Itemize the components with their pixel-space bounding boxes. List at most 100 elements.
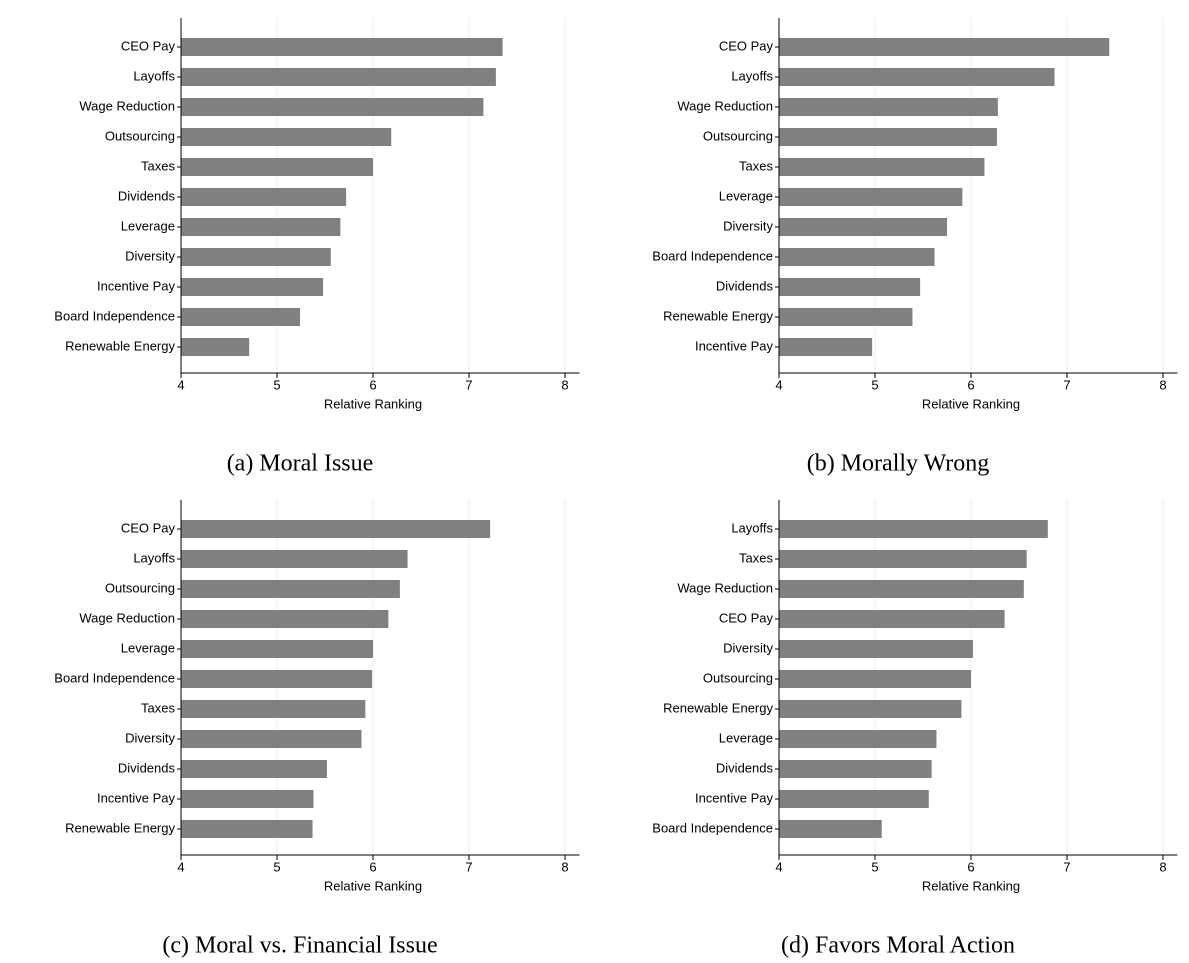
bar	[779, 760, 932, 778]
y-tick-label: Incentive Pay	[97, 278, 176, 293]
bar	[779, 550, 1027, 568]
y-tick-label: Leverage	[719, 188, 773, 203]
y-tick-label: Outsourcing	[105, 580, 175, 595]
bar	[779, 520, 1048, 538]
x-axis-label: Relative Ranking	[922, 396, 1020, 411]
y-tick-label: Taxes	[739, 550, 773, 565]
y-tick-label: Incentive Pay	[97, 790, 176, 805]
bar	[779, 670, 971, 688]
y-tick-label: Taxes	[141, 700, 175, 715]
x-tick-label: 7	[465, 377, 472, 392]
y-tick-label: Renewable Energy	[663, 700, 773, 715]
bar	[779, 790, 929, 808]
bar	[779, 610, 1005, 628]
x-tick-label: 4	[177, 859, 184, 874]
y-tick-label: Layoffs	[731, 520, 773, 535]
bar	[181, 98, 484, 116]
bar	[181, 700, 366, 718]
x-tick-label: 8	[561, 377, 568, 392]
y-tick-label: Board Independence	[54, 308, 175, 323]
chart-title: (c) Moral vs. Financial Issue	[162, 933, 437, 959]
y-tick-label: Layoffs	[133, 550, 175, 565]
x-tick-label: 8	[1159, 859, 1166, 874]
bar	[779, 640, 973, 658]
y-tick-label: Outsourcing	[703, 128, 773, 143]
bar	[779, 700, 962, 718]
bar	[181, 308, 301, 326]
y-tick-label: Leverage	[719, 730, 773, 745]
bar	[181, 158, 373, 176]
chart-title: (a) Moral Issue	[227, 451, 374, 477]
bar	[181, 218, 341, 236]
x-tick-label: 4	[177, 377, 184, 392]
y-tick-label: CEO Pay	[719, 610, 774, 625]
y-tick-label: Dividends	[118, 188, 176, 203]
bar	[181, 338, 250, 356]
y-tick-label: Dividends	[716, 760, 774, 775]
y-tick-label: Leverage	[121, 640, 175, 655]
y-tick-label: Layoffs	[731, 68, 773, 83]
x-tick-label: 8	[1159, 377, 1166, 392]
y-tick-label: Taxes	[141, 158, 175, 173]
bar	[779, 338, 873, 356]
x-tick-label: 4	[775, 377, 782, 392]
bar	[181, 38, 503, 56]
y-tick-label: Board Independence	[652, 820, 773, 835]
x-axis-label: Relative Ranking	[922, 878, 1020, 893]
bar	[779, 580, 1024, 598]
x-tick-label: 6	[369, 859, 376, 874]
x-tick-label: 8	[561, 859, 568, 874]
bar	[779, 68, 1055, 86]
x-tick-label: 7	[1063, 859, 1070, 874]
y-tick-label: Renewable Energy	[65, 820, 175, 835]
y-tick-label: Wage Reduction	[677, 98, 773, 113]
x-tick-label: 5	[273, 859, 280, 874]
bar	[181, 580, 400, 598]
bar	[779, 128, 997, 146]
y-tick-label: Dividends	[716, 278, 774, 293]
bar	[181, 760, 327, 778]
x-tick-label: 5	[871, 859, 878, 874]
bar	[779, 278, 921, 296]
y-tick-label: Renewable Energy	[65, 338, 175, 353]
bar	[779, 308, 913, 326]
x-tick-label: 6	[369, 377, 376, 392]
y-tick-label: Board Independence	[54, 670, 175, 685]
y-tick-label: Incentive Pay	[695, 790, 774, 805]
bar	[181, 670, 373, 688]
y-tick-label: Diversity	[723, 640, 773, 655]
y-tick-label: CEO Pay	[121, 38, 176, 53]
y-tick-label: Outsourcing	[703, 670, 773, 685]
y-tick-label: CEO Pay	[719, 38, 774, 53]
x-tick-label: 6	[967, 377, 974, 392]
bar	[181, 550, 408, 568]
bar	[779, 158, 985, 176]
x-tick-label: 7	[465, 859, 472, 874]
y-tick-label: Leverage	[121, 218, 175, 233]
y-tick-label: Wage Reduction	[79, 98, 175, 113]
x-tick-label: 7	[1063, 377, 1070, 392]
x-tick-label: 4	[775, 859, 782, 874]
bar	[181, 640, 373, 658]
bar	[181, 820, 313, 838]
y-tick-label: Outsourcing	[105, 128, 175, 143]
bar	[779, 218, 947, 236]
bar	[779, 820, 882, 838]
bar	[779, 38, 1110, 56]
y-tick-label: Dividends	[118, 760, 176, 775]
y-tick-label: Wage Reduction	[79, 610, 175, 625]
x-axis-label: Relative Ranking	[324, 878, 422, 893]
x-tick-label: 6	[967, 859, 974, 874]
bar	[181, 520, 491, 538]
y-tick-label: Diversity	[723, 218, 773, 233]
bar	[181, 128, 392, 146]
x-tick-label: 5	[273, 377, 280, 392]
y-tick-label: Incentive Pay	[695, 338, 774, 353]
bar	[181, 790, 314, 808]
bar	[779, 730, 937, 748]
bar	[779, 248, 935, 266]
bar	[181, 610, 389, 628]
bar	[779, 188, 963, 206]
bar	[181, 68, 496, 86]
